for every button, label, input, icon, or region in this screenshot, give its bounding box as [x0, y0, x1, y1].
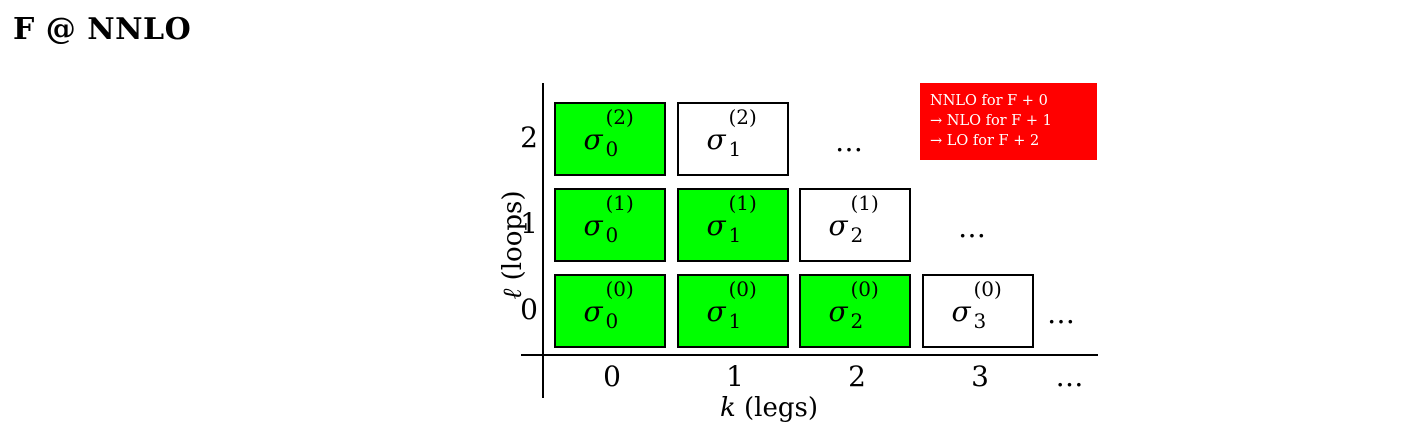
legend-line-1: NNLO for F + 0: [930, 93, 1048, 109]
y-axis-line: [542, 83, 544, 398]
y-tick-2: 2: [520, 121, 538, 154]
x-axis-unit: (legs): [744, 393, 819, 423]
ellipsis-row-1: …: [958, 211, 990, 244]
y-tick-1: 1: [520, 207, 538, 240]
x-tick-0: 0: [603, 360, 621, 393]
cell-sigma-1-2: σ (1) 2: [799, 188, 911, 262]
cell-sigma-0-0: σ (0) 0: [554, 274, 666, 348]
x-tick-ellipsis: …: [1055, 360, 1087, 393]
cell-sigma-0-2: σ (0) 2: [799, 274, 911, 348]
legend-line-2: → NLO for F + 1: [930, 113, 1052, 129]
ellipsis-row-0: …: [1047, 297, 1079, 330]
x-tick-3: 3: [971, 360, 989, 393]
x-axis-variable: k: [720, 393, 736, 423]
x-axis-title: k (legs): [720, 393, 818, 423]
cell-sigma-1-0: σ (1) 0: [554, 188, 666, 262]
cell-sigma-0-3: σ (0) 3: [922, 274, 1034, 348]
y-axis-unit: (loops): [498, 190, 528, 281]
cell-sigma-0-1: σ (0) 1: [677, 274, 789, 348]
y-axis-title: ℓ (loops): [498, 170, 528, 320]
cell-sigma-1-1: σ (1) 1: [677, 188, 789, 262]
y-axis-variable: ℓ: [498, 288, 528, 300]
cell-sigma-2-0: σ (2) 0: [554, 102, 666, 176]
x-axis-line: [521, 354, 1098, 356]
x-tick-2: 2: [848, 360, 866, 393]
ellipsis-row-2: …: [835, 125, 867, 158]
legend-line-3: → LO for F + 2: [930, 133, 1040, 149]
y-tick-0: 0: [520, 293, 538, 326]
cell-sigma-2-1: σ (2) 1: [677, 102, 789, 176]
legend-box: NNLO for F + 0 → NLO for F + 1 → LO for …: [920, 83, 1097, 160]
page-title: F @ NNLO: [13, 12, 192, 47]
x-tick-1: 1: [726, 360, 744, 393]
